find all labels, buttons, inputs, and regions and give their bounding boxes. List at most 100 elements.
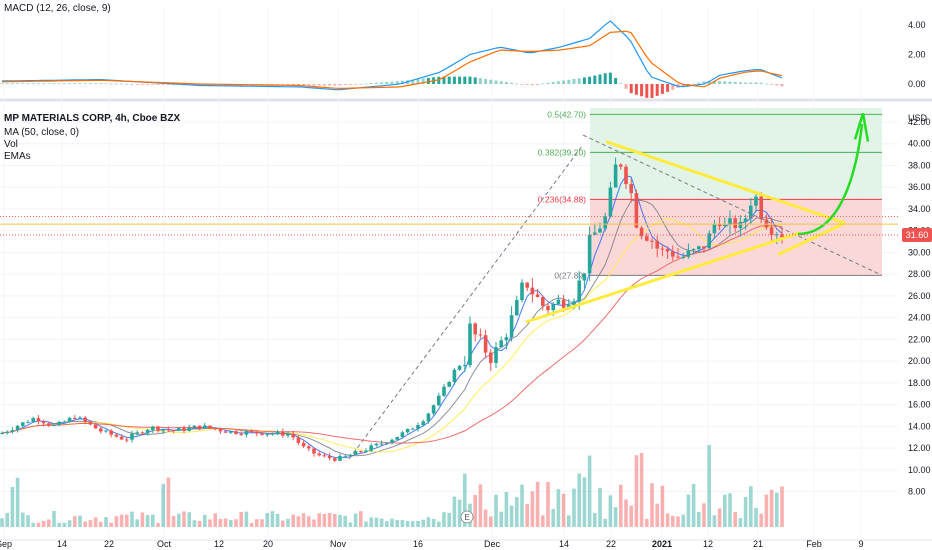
volume-bar (83, 521, 87, 527)
macd-histogram-bar (671, 84, 675, 90)
candle-body (359, 451, 363, 453)
volume-bar (213, 513, 217, 527)
volume-bar (203, 514, 207, 527)
candle-body (733, 218, 737, 229)
macd-histogram-bar (452, 76, 456, 84)
macd-histogram-bar (598, 74, 602, 84)
candle-body (338, 455, 342, 461)
volume-bar (322, 513, 327, 527)
volume-bar (390, 518, 394, 527)
volume-bar (775, 492, 779, 527)
volume-bar (187, 512, 191, 527)
candle-body (582, 273, 587, 281)
macd-histogram-bar (198, 84, 202, 86)
candle-body (208, 425, 212, 429)
macd-histogram-bar (780, 84, 784, 87)
candle-body (551, 303, 555, 311)
macd-histogram-bar (83, 83, 87, 85)
volume-bar (494, 494, 498, 527)
volume-bar (452, 496, 457, 527)
volume-bar (348, 522, 353, 527)
candle-body (218, 429, 223, 432)
volume-bar (197, 520, 202, 527)
candle-body (197, 425, 202, 429)
candle-body (31, 418, 35, 423)
macd-histogram-bar (416, 79, 420, 84)
macd-histogram-bar (125, 83, 129, 85)
macd-histogram-bar (650, 84, 654, 98)
candle-body (780, 234, 784, 238)
candle-body (301, 442, 306, 447)
volume-bar (234, 519, 238, 527)
indicator-emas-label: EMAs (4, 151, 31, 162)
macd-histogram-bar (57, 83, 61, 85)
candle-body (229, 431, 233, 433)
volume-bar (567, 515, 571, 527)
volume-bar (364, 521, 368, 527)
candle-body (712, 224, 717, 234)
candle-body (109, 430, 113, 435)
candle-body (343, 455, 347, 457)
macd-histogram-bar (582, 77, 586, 84)
macd-histogram-bar (135, 84, 139, 85)
macd-histogram-bar (99, 83, 103, 85)
candle-body (515, 300, 519, 316)
price-tick-label: 10.00 (908, 465, 931, 475)
volume-bar (130, 511, 134, 527)
volume-bar (291, 514, 295, 527)
candle-body (541, 297, 545, 306)
volume-bar (754, 507, 758, 527)
volume-bar (140, 512, 145, 527)
candle-body (509, 315, 514, 338)
volume-bar (379, 518, 384, 527)
candle-body (717, 224, 722, 227)
ema-line (1, 218, 783, 453)
volume-bar (47, 519, 51, 527)
volume-bar (723, 494, 727, 527)
candle-body (270, 433, 275, 435)
candle-body (104, 430, 108, 432)
candle-body (374, 443, 379, 446)
volume-bar (177, 513, 181, 527)
volume-bar (301, 513, 306, 527)
volume-bar (520, 484, 524, 527)
axes: 4.002.000.0042.0040.0038.0036.0034.0032.… (0, 20, 932, 549)
candle-body (67, 417, 72, 422)
volume-bar (239, 511, 243, 527)
price-tick-label: 30.00 (908, 247, 931, 257)
time-tick-label: 22 (104, 539, 114, 549)
time-tick-label: Nov (330, 539, 347, 549)
volume-bar (5, 512, 9, 527)
volume-bar (395, 519, 399, 527)
macd-histogram-bar (94, 83, 98, 85)
candle-body (775, 234, 779, 236)
price-tick-label: 36.00 (908, 182, 931, 192)
volume-bar (556, 489, 561, 527)
candle-body (468, 323, 472, 366)
candle-body (333, 458, 337, 461)
volume-bar (52, 511, 56, 527)
macd-histogram-bar (629, 84, 633, 94)
volume-bar (104, 517, 108, 527)
volume-bar (593, 512, 597, 527)
volume-bar (603, 518, 607, 527)
volume-bar (769, 489, 774, 527)
price-tick-label: 24.00 (908, 313, 931, 323)
macd-histogram-bar (556, 81, 560, 84)
volume-bar (702, 503, 706, 527)
candle-body (587, 234, 592, 274)
time-tick-label: 9 (858, 539, 863, 549)
forecast-arrow (797, 124, 864, 236)
volume-bar (515, 497, 519, 527)
volume-bar (712, 515, 717, 527)
volume-bar (561, 493, 566, 527)
volume-bar (62, 522, 67, 527)
candle-body (431, 405, 436, 414)
candle-body (353, 451, 358, 455)
candle-body (62, 421, 67, 423)
candle-body (52, 425, 56, 427)
macd-histogram-bar (307, 84, 311, 86)
time-tick-label: Oct (157, 539, 172, 549)
candle-body (234, 431, 238, 434)
fib-level-label: 0.236(34.88) (538, 194, 586, 204)
